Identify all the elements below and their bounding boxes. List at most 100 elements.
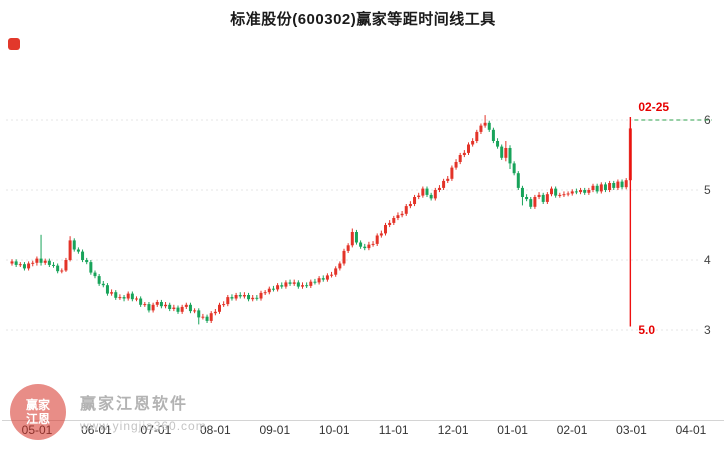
candle-body (226, 297, 230, 305)
candle-body (64, 260, 68, 271)
candle-body (209, 313, 213, 321)
x-axis-label: 06-01 (81, 423, 112, 437)
candle-body (234, 295, 238, 299)
candle-body (176, 307, 180, 312)
candle-body (537, 194, 541, 197)
candle-body (330, 274, 334, 276)
x-axis-label: 08-01 (200, 423, 231, 437)
candle-body (81, 251, 85, 260)
candle-body (89, 262, 93, 273)
candle-body (421, 188, 425, 196)
y-axis-label: 3 (704, 323, 711, 337)
candle-body (350, 232, 354, 246)
candle-body (458, 155, 462, 162)
watermark: 赢家江恩 赢家江恩软件 www.yingjia360.com (10, 384, 207, 440)
candle-body (72, 240, 76, 250)
candle-body (479, 125, 483, 132)
candle-body (400, 213, 404, 216)
x-axis-label: 12-01 (438, 423, 469, 437)
watermark-logo-icon: 赢家江恩 (10, 384, 66, 440)
candle-body (251, 297, 255, 300)
candle-body (276, 285, 280, 290)
candle-body (193, 310, 197, 312)
candle-body (475, 131, 479, 141)
candle-body (325, 275, 329, 280)
candle-body (43, 260, 47, 263)
candle-body (570, 191, 574, 194)
candle-body (222, 304, 226, 306)
candle-body (595, 185, 599, 192)
candle-body (616, 181, 620, 188)
candle-body (545, 194, 549, 202)
candle-body (550, 188, 553, 195)
watermark-url: www.yingjia360.com (80, 419, 207, 433)
candle-body (354, 232, 358, 243)
candle-body (599, 184, 603, 192)
candle-body (541, 194, 545, 202)
candle-body (263, 292, 267, 294)
candle-body (450, 167, 454, 179)
candle-body (417, 195, 421, 197)
x-axis-labels: 05-0106-0107-0108-0109-0110-0111-0112-01… (22, 423, 707, 437)
candle-body (135, 298, 138, 300)
candle-body (52, 264, 55, 266)
chart-title: 标准股份(600302)赢家等距时间线工具 (230, 11, 496, 28)
candles (10, 115, 632, 325)
candle-body (520, 187, 524, 197)
candle-body (31, 262, 35, 264)
candle-body (201, 316, 205, 318)
candle-body (529, 199, 533, 207)
candle-body (587, 190, 591, 193)
candle-body (122, 297, 126, 299)
candle-body (218, 304, 221, 312)
candle-body (334, 268, 338, 275)
candle-body (164, 304, 168, 307)
x-axis-label: 01-01 (497, 423, 528, 437)
candle-body (566, 193, 570, 195)
candle-body (47, 260, 51, 265)
candle-body (159, 302, 163, 307)
candle-body (143, 304, 147, 306)
candle-body (346, 245, 350, 251)
candle-body (375, 235, 379, 244)
candle-body (10, 261, 14, 264)
candle-body (35, 258, 39, 263)
candle-body (392, 218, 396, 223)
candle-body (56, 265, 60, 272)
candle-body (18, 264, 22, 266)
timeline-date-label: 02-25 (638, 100, 669, 114)
candle-body (147, 304, 151, 311)
candle-body (110, 292, 114, 294)
candle-body (321, 278, 325, 280)
candle-body (379, 233, 383, 236)
candle-body (371, 243, 375, 245)
candle-body (359, 242, 363, 247)
candle-body (388, 222, 392, 225)
candle-body (238, 295, 242, 297)
candle-body (280, 285, 284, 287)
candle-body (22, 264, 26, 269)
candle-body (612, 183, 616, 188)
candle-body (562, 194, 566, 196)
candle-body (408, 204, 412, 207)
candle-body (483, 122, 487, 126)
candle-body (579, 190, 583, 193)
candle-body (487, 122, 491, 130)
candle-body (603, 184, 607, 190)
candle-body (433, 190, 437, 199)
candle-body (396, 215, 400, 218)
candle-body (508, 148, 512, 164)
candle-body (309, 281, 313, 286)
candle-body (317, 278, 321, 283)
candle-body (342, 250, 346, 264)
candle-body (413, 197, 417, 204)
candle-body (301, 285, 304, 287)
candle-body (591, 185, 595, 190)
candle-body (500, 146, 504, 158)
candle-body (454, 162, 458, 168)
candle-body (292, 282, 296, 284)
candle-body (620, 181, 624, 188)
x-axis-label: 02-01 (557, 423, 588, 437)
